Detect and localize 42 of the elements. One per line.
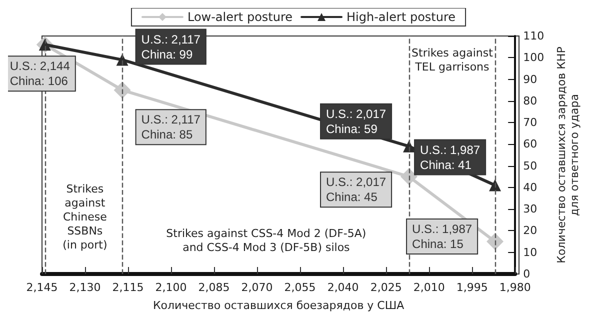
y-tick-label: 70 bbox=[523, 116, 538, 130]
annotation: U.S.: 2,117 China: 85 bbox=[141, 112, 201, 142]
annotation: Strikes against CSS-4 Mod 2 (DF-5A) and CSS-4 Mod 3 (DF-5B) silos bbox=[166, 227, 366, 254]
y-tick-label: 60 bbox=[523, 138, 538, 151]
x-axis-title: Количество оставшихся боезарядов у США bbox=[152, 299, 405, 312]
x-tick-label: 2,130 bbox=[69, 281, 101, 294]
x-tick-label: 1,980 bbox=[499, 281, 531, 294]
y-tick-label: 50 bbox=[523, 159, 538, 172]
annotation: U.S.: 1,987 China: 15 bbox=[412, 222, 472, 252]
y-tick-label: 110 bbox=[523, 30, 544, 42]
point bbox=[114, 82, 131, 99]
legend-label: Low-alert posture bbox=[187, 10, 293, 24]
x-tick-label: 2,040 bbox=[327, 281, 359, 294]
point bbox=[400, 168, 418, 186]
x-tick-label: 2,145 bbox=[26, 281, 58, 294]
x-tick-label: 2,085 bbox=[198, 281, 230, 294]
point bbox=[486, 233, 504, 250]
annotation: Strikes against TEL garrisons bbox=[412, 46, 494, 74]
y-tick-label: 40 bbox=[523, 180, 538, 194]
x-tick-label: 2,010 bbox=[413, 281, 445, 294]
y-tick-label: 30 bbox=[523, 202, 538, 216]
y-tick-label: 80 bbox=[523, 94, 538, 108]
y-axis-title: Количество оставшихся зарядов КНР для ответного удара bbox=[555, 46, 581, 264]
y-tick-label: 100 bbox=[523, 51, 544, 64]
annotation: U.S.: 2,017 China: 45 bbox=[326, 175, 386, 204]
y-tick-label: 20 bbox=[523, 224, 538, 238]
annotation: U.S.: 2,144 China: 106 bbox=[10, 59, 70, 88]
annotation: U.S.: 2,017 China: 59 bbox=[326, 106, 386, 136]
x-tick-label: 2,100 bbox=[155, 281, 187, 294]
legend-label: High-alert posture bbox=[346, 10, 456, 24]
point bbox=[489, 179, 502, 192]
annotation: Strikes against Chinese SSBNs (in port) bbox=[62, 182, 108, 252]
y-tick-label: 0 bbox=[523, 268, 530, 280]
x-tick-label: 2,025 bbox=[370, 281, 402, 294]
annotation: U.S.: 1,987 China: 41 bbox=[420, 142, 480, 172]
x-tick-label: 2,070 bbox=[241, 281, 273, 294]
annotation: U.S.: 2,117 China: 99 bbox=[141, 32, 201, 62]
x-tick-label: 1,995 bbox=[456, 281, 488, 294]
y-tick-label: 10 bbox=[523, 246, 538, 259]
x-tick-label: 2,115 bbox=[112, 281, 144, 294]
x-tick-label: 2,055 bbox=[284, 281, 316, 294]
y-tick-label: 90 bbox=[523, 72, 538, 86]
